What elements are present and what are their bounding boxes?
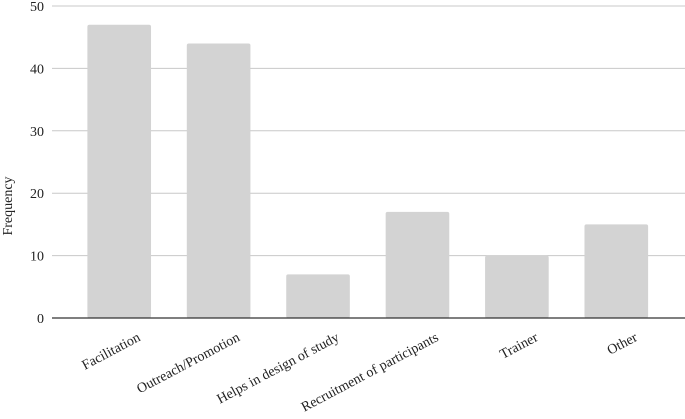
bar: [385, 211, 450, 318]
x-tick-label: Trainer: [498, 330, 541, 363]
y-tick-label: 10: [30, 250, 44, 265]
y-tick-label: 20: [30, 187, 44, 202]
bar: [186, 43, 251, 318]
y-tick-label: 0: [37, 312, 44, 327]
x-tick-label: Other: [605, 330, 640, 358]
y-tick-label: 30: [30, 125, 44, 140]
bar: [584, 224, 649, 318]
x-tick-label: Facilitation: [80, 330, 143, 373]
bar: [286, 274, 350, 318]
bar: [87, 24, 152, 318]
y-tick-label: 50: [30, 0, 44, 15]
bar: [485, 255, 549, 318]
y-tick-label: 40: [30, 62, 44, 77]
y-axis-label: Frequency: [1, 176, 16, 235]
